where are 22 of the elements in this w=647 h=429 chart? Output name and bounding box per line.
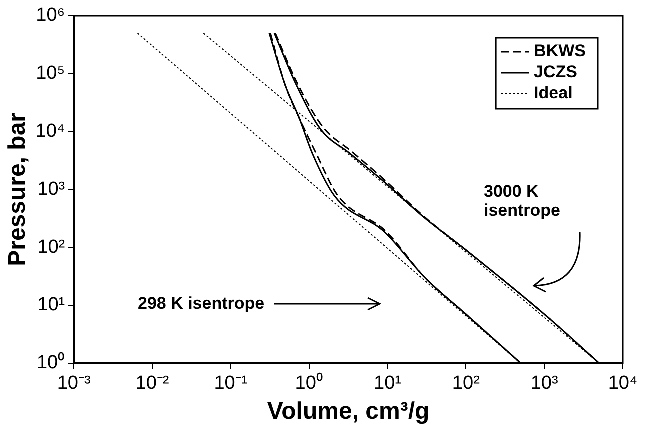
x-tick-label: 10⁻¹	[214, 373, 248, 394]
x-tick-label: 10¹	[374, 373, 402, 394]
annotation: 3000 K isentrope	[484, 182, 561, 220]
y-axis-title: Pressure, bar	[4, 112, 32, 266]
x-tick-label: 10³	[530, 373, 558, 394]
y-tick-label: 10²	[38, 236, 66, 258]
x-tick-label: 10⁻²	[136, 373, 170, 394]
x-tick-label: 10²	[452, 373, 480, 394]
legend-label: BKWS	[534, 42, 586, 61]
y-tick-label: 10⁵	[36, 63, 66, 84]
x-tick-label: 10⁴	[608, 373, 638, 394]
x-tick-label: 10⁻³	[57, 373, 91, 394]
x-tick-label: 10⁰	[295, 372, 324, 394]
y-tick-label: 10⁴	[36, 121, 66, 142]
legend-label: Ideal	[534, 84, 573, 103]
x-axis-title: Volume, cm³/g	[267, 398, 430, 426]
legend-label: JCZS	[534, 62, 578, 82]
y-tick-label: 10⁰	[36, 352, 66, 374]
y-tick-label: 10¹	[38, 294, 66, 316]
annotation: 298 K isentrope	[138, 294, 265, 314]
y-tick-label: 10³	[38, 178, 66, 200]
y-tick-label: 10⁶	[36, 5, 66, 26]
